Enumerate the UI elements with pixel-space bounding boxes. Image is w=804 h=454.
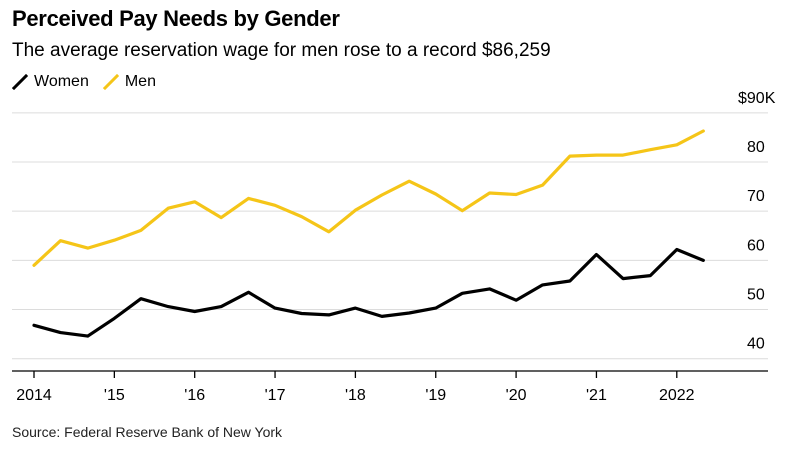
x-tick-label: '16 [184,387,205,404]
legend-men-label: Men [124,73,156,90]
y-tick-label: 70 [747,188,765,205]
x-tick-label: 2022 [659,387,695,404]
y-tick-label: $90K [738,90,776,107]
x-tick-label: '20 [506,387,527,404]
x-tick-label: '17 [265,387,286,404]
series-line-men [32,129,705,267]
x-tick-label: '18 [345,387,366,404]
legend-women-line-icon [12,74,28,90]
x-tick-label: 2014 [16,387,52,404]
y-tick-label: 80 [747,139,765,156]
legend-item-men: Men [102,73,156,91]
chart-subtitle: The average reservation wage for men ros… [12,40,551,61]
y-tick-label: 50 [747,287,765,304]
y-tick-label: 60 [747,237,765,254]
series-line-women [32,247,705,338]
legend-men-line-icon [102,74,119,90]
source-note: Source: Federal Reserve Bank of New York [12,424,283,440]
x-tick-label: '21 [586,387,607,404]
legend-women-label: Women [34,73,89,90]
y-tick-label: 40 [747,336,765,353]
legend-item-women: Women [12,73,89,91]
x-tick-label: '19 [425,387,446,404]
chart-legend: Women Men [12,73,170,91]
chart-title: Perceived Pay Needs by Gender [12,6,340,31]
x-tick-label: '15 [104,387,125,404]
